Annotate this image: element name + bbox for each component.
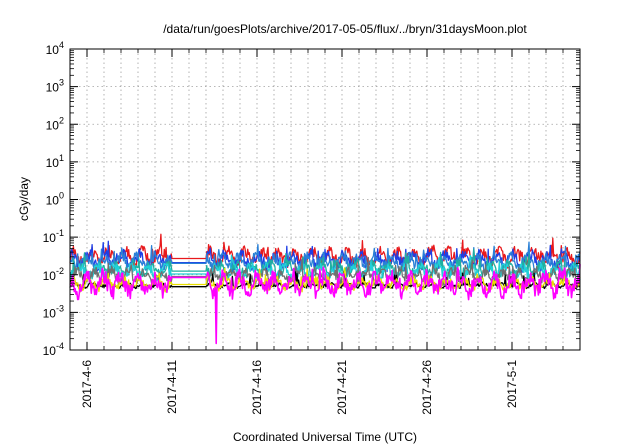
y-tick-label: 104 [46,40,64,57]
x-tick-label: 2017-4-6 [80,360,94,408]
y-axis: 10-4 10-3 10-2 10-1 100 101 102 103 104 [43,40,580,358]
y-tick-label: 103 [46,78,64,95]
series-layer [69,233,581,345]
y-tick-label: 10-4 [43,341,64,358]
y-tick-label: 10-2 [43,266,64,283]
x-tick-label: 2017-5-1 [505,360,519,408]
series-line [69,248,581,280]
series-line [69,241,581,273]
x-axis-label: Coordinated Universal Time (UTC) [233,430,417,444]
x-tick-label: 2017-4-11 [165,360,179,414]
x-tick-label: 2017-4-16 [250,360,264,415]
x-tick-label: 2017-4-21 [335,360,349,415]
y-tick-label: 101 [46,153,64,170]
x-tick-label: 2017-4-26 [420,360,434,415]
x-axis: 2017-4-6 2017-4-11 2017-4-16 2017-4-21 2017-… [80,49,564,415]
chart-title: /data/run/goesPlots/archive/2017-05-05/f… [163,22,527,36]
series-line [69,264,581,345]
y-axis-label: cGy/day [17,177,31,221]
y-tick-label: 102 [46,115,64,132]
grid-layer [70,49,580,350]
y-tick-label: 10-1 [43,228,64,245]
y-tick-label: 10-3 [43,303,64,320]
y-tick-label: 100 [46,191,64,208]
